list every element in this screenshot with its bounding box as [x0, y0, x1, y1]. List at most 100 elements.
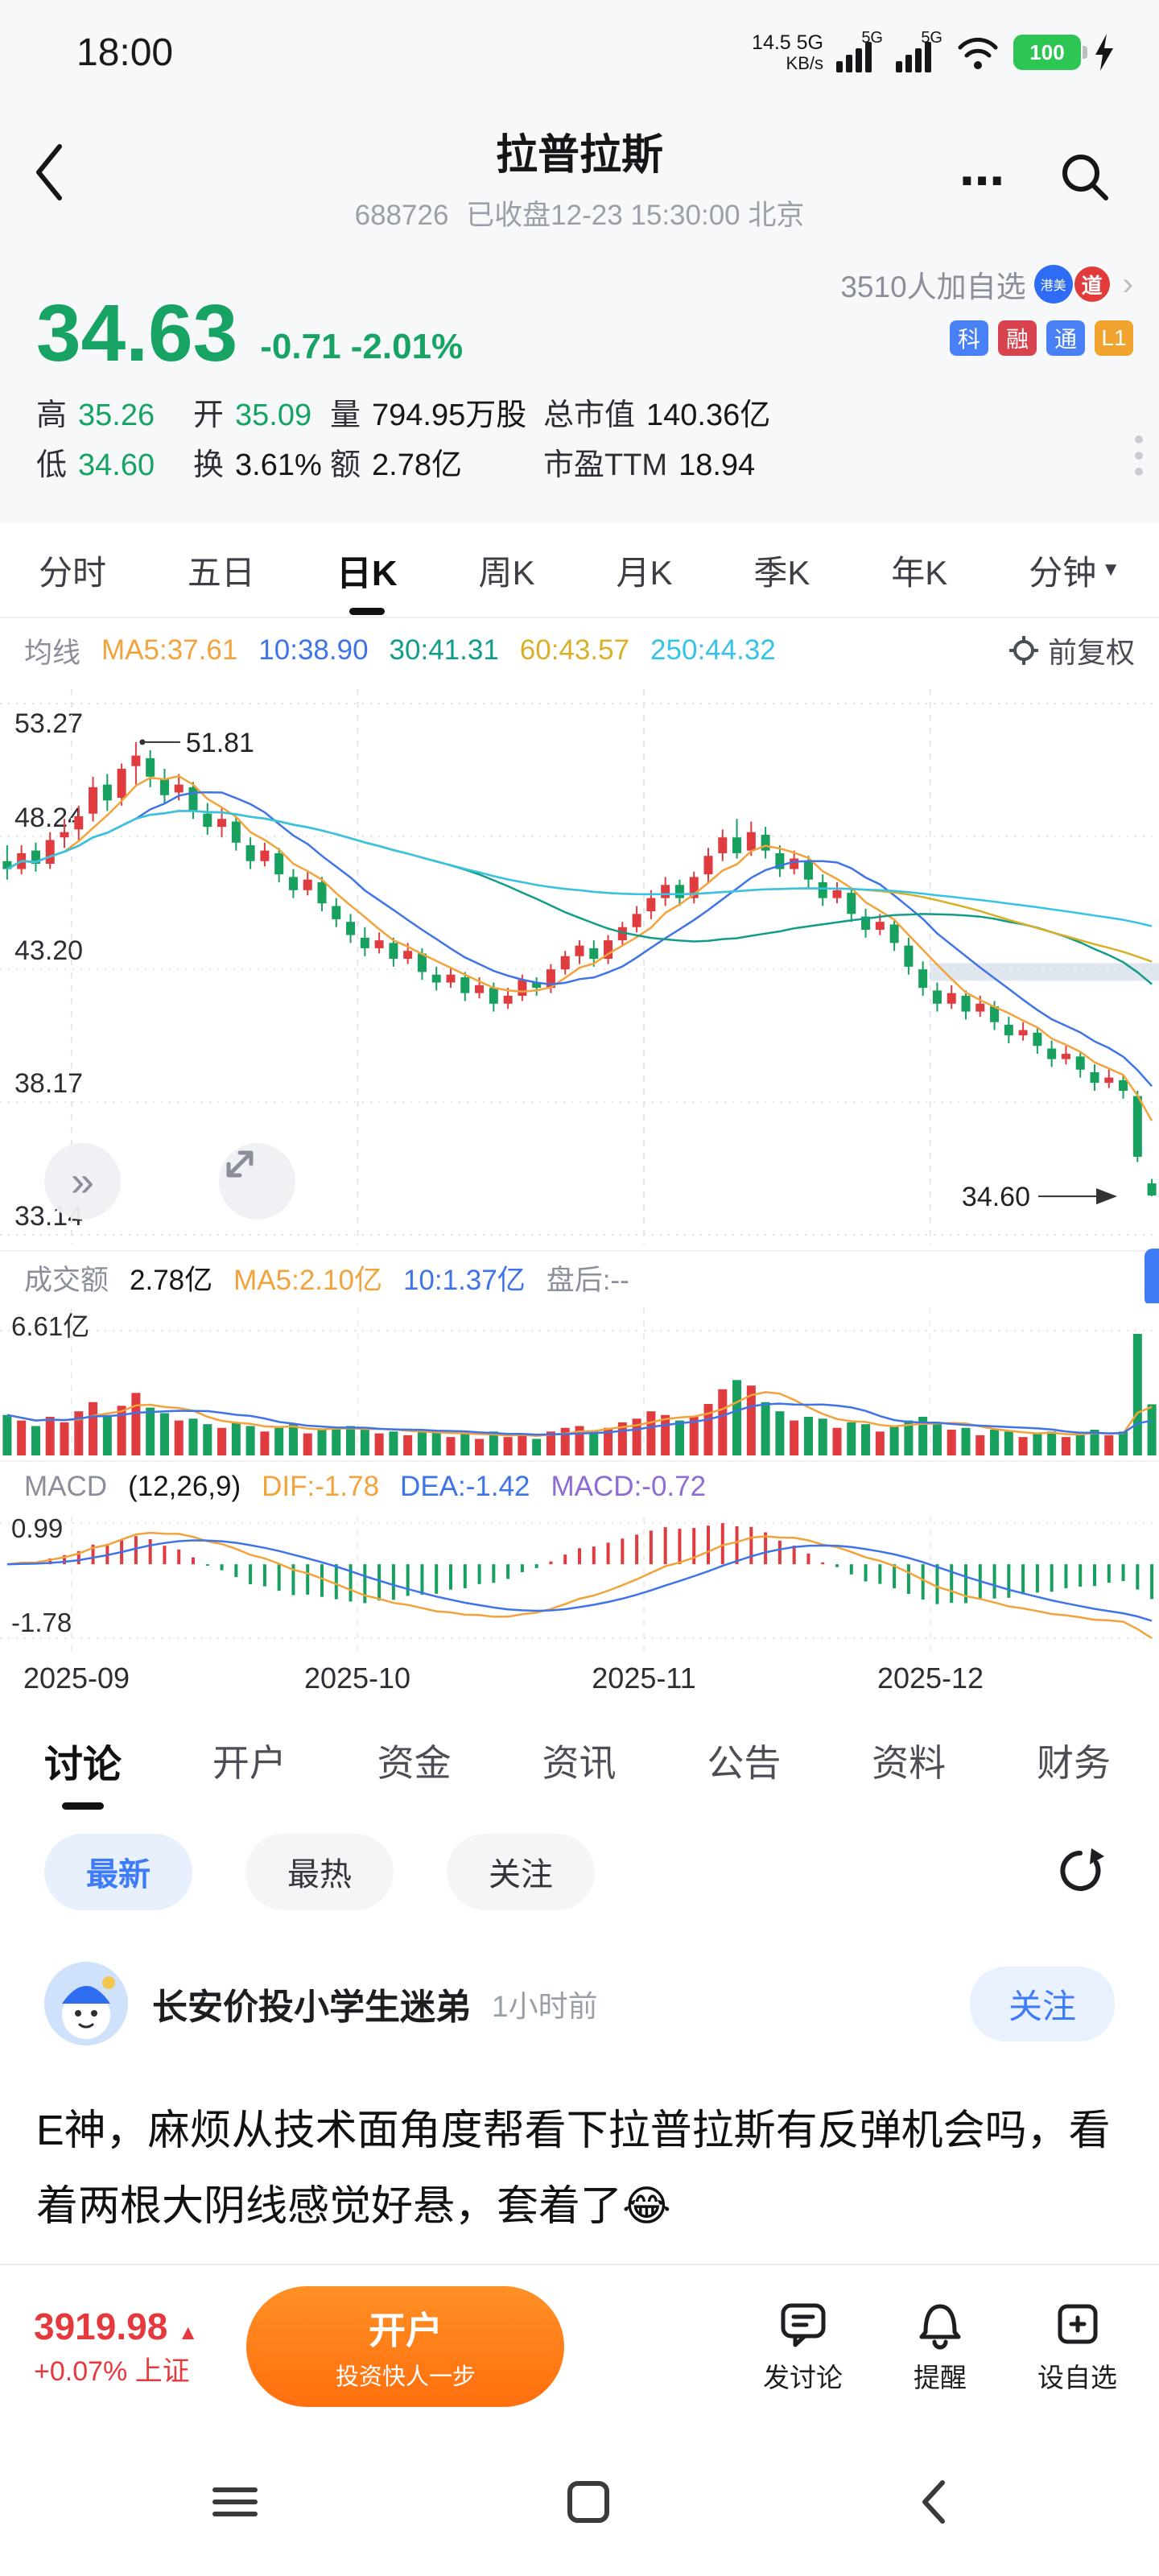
signal-icon: 5G: [836, 29, 883, 76]
jump-to-latest-button[interactable]: »: [44, 1143, 121, 1220]
stat-open: 开 35.09: [193, 398, 312, 432]
app-header: 拉普拉斯 688726 已收盘12-23 15:30:00 北京 ⋯: [0, 105, 1159, 250]
ma-prefix: 均线: [24, 637, 81, 669]
avatar[interactable]: [44, 1962, 128, 2046]
stats-more-icon[interactable]: [1133, 433, 1145, 480]
add-watchlist-button[interactable]: 设自选: [1037, 2298, 1117, 2395]
expand-icon: [226, 1150, 254, 1178]
speech-bubble-icon: [781, 2303, 825, 2347]
fullscreen-chart-button[interactable]: [219, 1143, 295, 1220]
clock: 18:00: [76, 31, 174, 74]
volume-prefix: 成交额: [24, 1264, 109, 1296]
ma250-value: 250:44.32: [650, 634, 776, 666]
ma60-value: 60:43.57: [519, 634, 630, 666]
tag-margin: 融: [998, 320, 1037, 356]
candlestick-chart[interactable]: 51.81 34.60: [0, 683, 1159, 1250]
volume-chart-area: 6.61亿: [0, 1303, 1159, 1460]
market-session: 已收盘12-23 15:30:00 北京: [466, 200, 805, 231]
tab-weekly-k[interactable]: 周K: [478, 553, 535, 592]
kline-period-tabs: 分时 五日 日K 周K 月K 季K 年K 分钟 ▼: [0, 523, 1159, 618]
svg-text:34.60: 34.60: [962, 1182, 1030, 1212]
comment-author[interactable]: 长安价投小学生迷弟: [152, 1988, 471, 2027]
chart-scrollbar-handle[interactable]: [1145, 1249, 1159, 1307]
macd-top-label: 0.99: [11, 1513, 64, 1543]
index-value: 3919.98: [34, 2305, 168, 2347]
x-axis-label: 2025-09: [23, 1662, 130, 1695]
macd-chart[interactable]: [0, 1512, 1159, 1657]
stat-high: 高 35.26: [36, 398, 155, 432]
follow-button[interactable]: 关注: [969, 1966, 1115, 2041]
volume-ma10: 10:1.37亿: [402, 1264, 526, 1296]
stat-market-cap: 总市值 140.36亿: [543, 398, 771, 432]
candlestick-chart-area: 53.27 48.24 43.20 38.17 33.14 51.81 34.60…: [0, 683, 1159, 1250]
after-hours-value: 盘后:--: [546, 1264, 629, 1296]
battery-icon: 100: [1013, 35, 1087, 70]
tab-profile[interactable]: 资料: [872, 1742, 947, 1784]
nav-back-icon[interactable]: [918, 2478, 947, 2526]
tab-news[interactable]: 资讯: [542, 1742, 617, 1784]
hk-market-badge-icon: 港美: [1033, 265, 1073, 303]
status-bar: 18:00 14.5 5G KB/s 5G 5G: [0, 0, 1159, 105]
filter-following[interactable]: 关注: [447, 1833, 595, 1910]
filter-hottest[interactable]: 最热: [245, 1833, 394, 1910]
price-block: 34.63 -0.71 -2.01%: [36, 254, 463, 386]
back-icon[interactable]: [31, 135, 69, 209]
ma10-value: 10:38.90: [258, 634, 369, 666]
stock-subtitle: 688726 已收盘12-23 15:30:00 北京: [350, 192, 810, 233]
search-icon[interactable]: [1058, 150, 1112, 204]
tab-minutes-dropdown[interactable]: 分钟 ▼: [1029, 553, 1120, 592]
tab-monthly-k[interactable]: 月K: [616, 553, 673, 592]
fast-forward-icon: »: [71, 1158, 94, 1205]
signal-icon-2: 5G: [896, 29, 942, 76]
nav-menu-icon[interactable]: [212, 2483, 258, 2520]
watchers-count: 3510人加自选: [840, 270, 1026, 303]
nav-home-icon[interactable]: [566, 2479, 611, 2524]
tab-quarterly-k[interactable]: 季K: [753, 553, 810, 592]
bottom-action-bar: 3919.98 ▲ +0.07% 上证 开户 投资快人一步 发讨论: [0, 2264, 1159, 2427]
volume-chart[interactable]: [0, 1303, 1159, 1460]
system-nav-bar: [0, 2427, 1159, 2576]
index-quote[interactable]: 3919.98 ▲ +0.07% 上证: [34, 2304, 198, 2389]
more-icon[interactable]: ⋯: [959, 155, 1006, 206]
adjust-mode-label: 前复权: [1047, 636, 1135, 669]
dao-badge-icon: 道: [1072, 265, 1112, 303]
filter-latest[interactable]: 最新: [44, 1833, 192, 1910]
volume-value: 2.78亿: [130, 1264, 213, 1296]
adjust-mode-button[interactable]: 前复权: [1008, 630, 1135, 671]
network-speed: 14.5 5G KB/s: [752, 31, 823, 73]
chevron-right-icon: ›: [1122, 266, 1133, 302]
tab-open-account[interactable]: 开户: [212, 1742, 287, 1784]
tab-daily-k[interactable]: 日K: [336, 544, 398, 596]
dif-value: DIF:-1.78: [262, 1471, 380, 1502]
tab-minute-chart[interactable]: 分时: [39, 553, 107, 592]
ma-legend-row: 均线 MA5:37.61 10:38.90 30:41.31 60:43.57 …: [0, 618, 1159, 683]
y-axis-label: 53.27: [14, 708, 84, 739]
tab-5day[interactable]: 五日: [187, 553, 255, 592]
status-icons: 14.5 5G KB/s 5G 5G 100: [752, 29, 1115, 76]
watchlist-icon: [1058, 2304, 1097, 2343]
post-discussion-button[interactable]: 发讨论: [763, 2298, 843, 2395]
tab-discussion[interactable]: 讨论: [44, 1732, 122, 1789]
tab-yearly-k[interactable]: 年K: [891, 553, 948, 592]
tab-funds[interactable]: 资金: [377, 1742, 452, 1784]
stock-tags: 科 融 通 L1: [950, 320, 1133, 356]
refresh-icon[interactable]: [1054, 1845, 1106, 1897]
stat-low: 低 34.60: [36, 448, 155, 482]
wifi-icon: [958, 37, 998, 69]
stat-turnover: 额 2.78亿: [330, 448, 462, 482]
quote-right-block: 3510人加自选 港美 道 › 科 融 通 L1: [840, 254, 1133, 386]
ma30-value: 30:41.31: [389, 634, 499, 666]
quote-stats: 高 35.26 开 35.09 量 794.95万股 总市值 140.36亿 低 34.6…: [0, 386, 1159, 523]
tab-announcements[interactable]: 公告: [707, 1742, 782, 1784]
adjust-settings-icon: [1008, 636, 1038, 665]
watchers-row[interactable]: 3510人加自选 港美 道 ›: [840, 262, 1133, 306]
alert-button[interactable]: 提醒: [914, 2298, 967, 2395]
comment-body[interactable]: E神，麻烦从技术面角度帮看下拉普拉斯有反弹机会吗，看着两根大阴线感觉好悬，套着了…: [36, 2107, 1111, 2230]
comment-time: 1小时前: [492, 1990, 598, 2023]
open-account-button[interactable]: 开户 投资快人一步: [246, 2285, 565, 2407]
charging-bolt-icon: [1095, 34, 1113, 71]
volume-legend-row: 成交额 2.78亿 MA5:2.10亿 10:1.37亿 盘后:--: [0, 1249, 1159, 1307]
volume-axis-label: 6.61亿: [11, 1311, 90, 1341]
tab-financials[interactable]: 财务: [1036, 1742, 1111, 1784]
page-title: 拉普拉斯: [495, 132, 663, 179]
